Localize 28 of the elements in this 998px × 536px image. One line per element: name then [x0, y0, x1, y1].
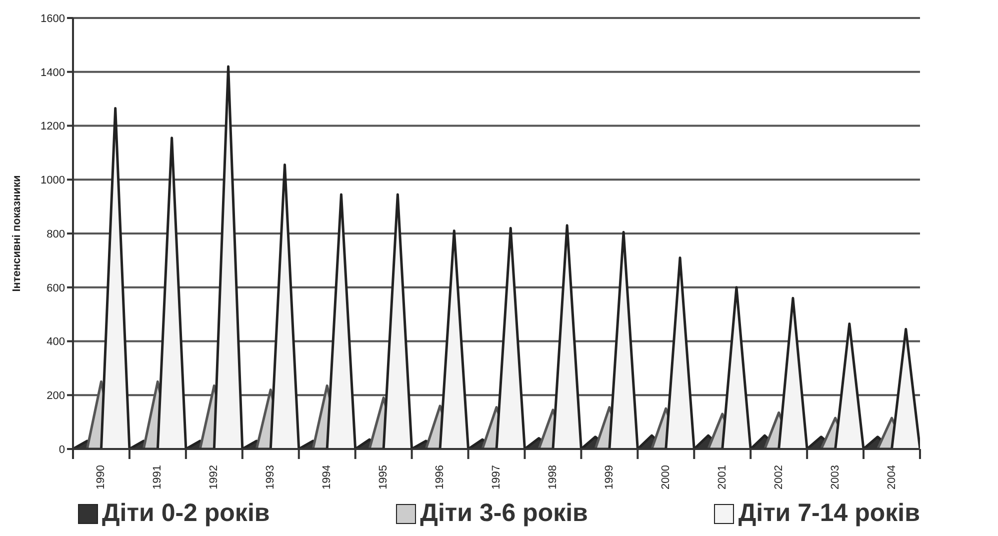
y-tick-label: 1000: [40, 174, 65, 187]
x-tick-label: 2002: [772, 465, 785, 490]
y-tick-label: 200: [46, 390, 65, 402]
legend-label: Діти 7-14 років: [738, 499, 920, 528]
legend-label: Діти 0-2 років: [102, 499, 270, 528]
x-tick-label: 1993: [264, 465, 277, 490]
x-tick-label: 1994: [321, 465, 334, 490]
x-tick-label: 1996: [434, 465, 446, 490]
x-tick-label: 1990: [95, 465, 108, 490]
y-tick-label: 800: [46, 228, 65, 240]
x-tick-label: 2000: [660, 465, 672, 490]
x-tick-label: 2003: [829, 465, 842, 490]
x-tick-label: 1991: [152, 465, 164, 490]
x-tick-label: 2004: [886, 465, 898, 490]
y-tick-label: 1600: [40, 12, 65, 25]
x-tick-label: 1998: [546, 465, 559, 490]
legend-label: Діти 3-6 років: [420, 499, 588, 528]
y-axis-title: Інтенсивні показники: [10, 175, 23, 292]
x-tick-label: 1992: [208, 465, 220, 490]
y-tick-label: 1400: [40, 66, 65, 79]
y-tick-label: 400: [46, 336, 65, 348]
y-tick-label: 0: [58, 444, 65, 456]
x-tick-label: 1995: [378, 465, 390, 490]
y-tick-label: 1200: [40, 120, 65, 133]
x-tick-label: 1997: [490, 465, 502, 490]
x-tick-label: 2001: [716, 465, 728, 490]
y-tick-label: 600: [46, 282, 65, 294]
x-tick-label: 1999: [603, 465, 616, 490]
